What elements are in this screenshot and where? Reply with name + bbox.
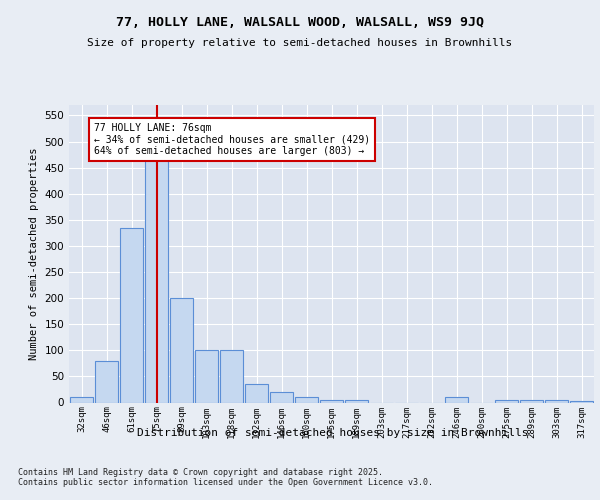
Bar bbox=[570, 401, 593, 402]
Bar bbox=[170, 298, 193, 403]
Bar bbox=[495, 400, 518, 402]
Bar bbox=[120, 228, 143, 402]
Bar bbox=[195, 350, 218, 403]
Text: 77, HOLLY LANE, WALSALL WOOD, WALSALL, WS9 9JQ: 77, HOLLY LANE, WALSALL WOOD, WALSALL, W… bbox=[116, 16, 484, 29]
Bar bbox=[145, 136, 168, 402]
Bar bbox=[320, 400, 343, 402]
Bar bbox=[220, 350, 243, 403]
Bar bbox=[270, 392, 293, 402]
Text: Contains HM Land Registry data © Crown copyright and database right 2025.
Contai: Contains HM Land Registry data © Crown c… bbox=[18, 468, 433, 487]
Text: 77 HOLLY LANE: 76sqm
← 34% of semi-detached houses are smaller (429)
64% of semi: 77 HOLLY LANE: 76sqm ← 34% of semi-detac… bbox=[94, 124, 370, 156]
Bar bbox=[245, 384, 268, 402]
Bar bbox=[445, 398, 468, 402]
Y-axis label: Number of semi-detached properties: Number of semi-detached properties bbox=[29, 148, 39, 360]
Bar bbox=[545, 400, 568, 402]
Bar bbox=[95, 360, 118, 403]
Bar bbox=[295, 398, 318, 402]
Bar bbox=[520, 400, 543, 402]
Bar bbox=[345, 400, 368, 402]
Bar bbox=[70, 398, 93, 402]
Text: Size of property relative to semi-detached houses in Brownhills: Size of property relative to semi-detach… bbox=[88, 38, 512, 48]
Text: Distribution of semi-detached houses by size in Brownhills: Distribution of semi-detached houses by … bbox=[137, 428, 529, 438]
